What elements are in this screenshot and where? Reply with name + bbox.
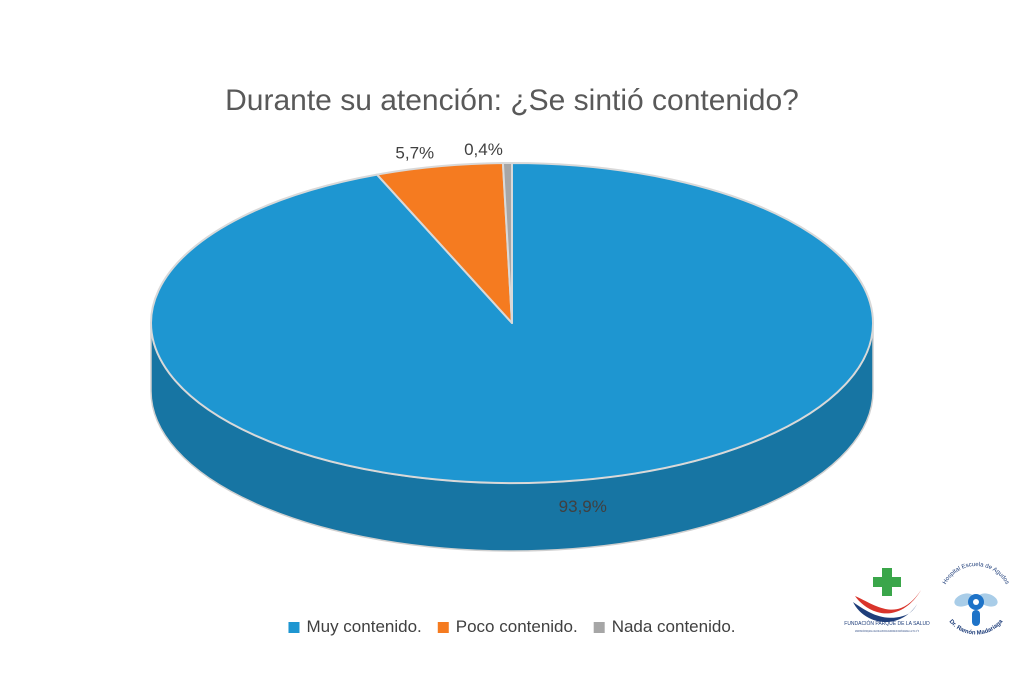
legend-swatch-3 — [593, 622, 605, 633]
fundacion-logo-name: FUNDACIÓN PARQUE DE LA SALUD — [844, 620, 930, 627]
fundacion-logo: FUNDACIÓN PARQUE DE LA SALUD ADMINISTRAC… — [844, 568, 930, 633]
legend-item-3: Nada contenido. — [593, 617, 736, 636]
hospital-escuela-logo: Hospital Escuela de Agudos Dr. Ramón Mad… — [942, 562, 1010, 637]
legend-label-3: Nada contenido. — [612, 617, 736, 636]
fundacion-logo-subtitle: ADMINISTRACIÓN PARQUE DE LA SALUD DE LA … — [855, 628, 919, 633]
pie-slice-3 — [501, 162, 513, 324]
legend-item-2: Poco contenido. — [437, 617, 578, 636]
legend-label-2: Poco contenido. — [456, 617, 578, 636]
pie-top-face — [150, 162, 874, 484]
legend-label-1: Muy contenido. — [306, 617, 421, 636]
chart-title: Durante su atención: ¿Se sintió contenid… — [225, 84, 799, 117]
legend-swatch-2 — [437, 622, 449, 633]
pie-slice-2 — [376, 162, 513, 324]
data-label-3: 0,4% — [464, 140, 503, 159]
data-label-2: 5,7% — [395, 143, 434, 162]
pie-data-labels: 93,9% 5,7% 0,4% — [395, 140, 606, 516]
legend-item-1: Muy contenido. — [288, 617, 422, 636]
data-label-1: 93,9% — [559, 497, 607, 516]
legend-swatch-1 — [288, 622, 300, 633]
legend: Muy contenido. Poco contenido. Nada conten… — [288, 617, 736, 636]
